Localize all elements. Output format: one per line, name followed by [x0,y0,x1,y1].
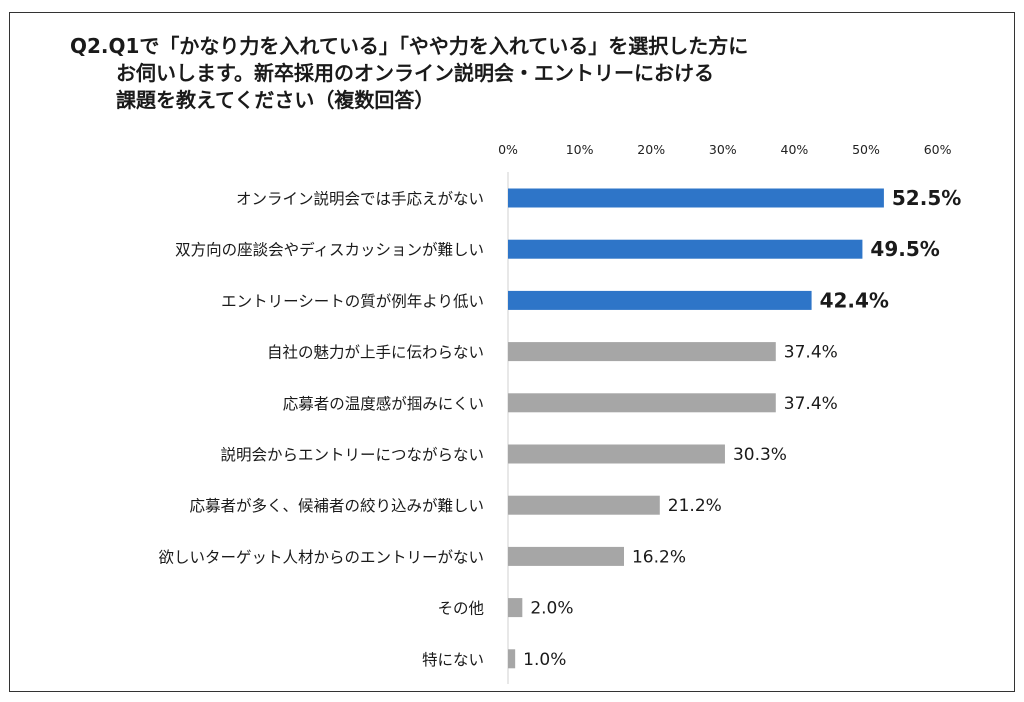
chart-title-line-3: 課題を教えてください（複数回答） [116,88,435,112]
bar [508,444,725,464]
category-label: オンライン説明会では手応えがない [236,190,484,208]
data-label: 49.5% [870,237,939,261]
category-label: 特にない [422,651,484,669]
x-tick-label: 10% [566,142,594,157]
category-label: 自社の魅力が上手に伝わらない [267,344,484,362]
category-label: 応募者が多く、候補者の絞り込みが難しい [189,497,484,515]
category-label: エントリーシートの質が例年より低い [221,292,484,310]
data-label: 42.4% [820,288,889,312]
category-label: 欲しいターゲット人材からのエントリーがない [158,548,484,566]
bar [508,290,812,310]
data-label: 52.5% [892,186,961,210]
x-tick-label: 30% [709,142,737,157]
bar [508,393,776,413]
data-label: 37.4% [784,343,838,363]
bar [508,188,884,208]
data-label: 30.3% [733,445,787,465]
bar [508,546,624,566]
bar [508,598,523,618]
bar [508,239,863,259]
data-label: 1.0% [523,650,566,670]
bar [508,495,660,515]
chart-title: Q2.Q1で「かなり力を入れている」「やや力を入れている」を選択した方に お伺い… [70,33,970,114]
data-label: 16.2% [632,547,686,567]
category-label: 双方向の座談会やディスカッションが難しい [175,240,484,259]
category-label: 応募者の温度感が掴みにくい [283,395,484,413]
x-tick-label: 60% [924,142,952,157]
x-tick-label: 50% [852,142,880,157]
chart-title-line-2: お伺いします。新卒採用のオンライン説明会・エントリーにおける [116,61,714,85]
x-tick-label: 0% [498,142,518,157]
category-label: 説明会からエントリーにつながらない [220,446,484,464]
category-label: その他 [437,600,484,618]
x-tick-label: 20% [637,142,665,157]
data-label: 37.4% [784,394,838,414]
data-label: 21.2% [668,496,722,516]
x-tick-label: 40% [781,142,809,157]
bar [508,342,776,362]
chart-title-line-1: Q2.Q1で「かなり力を入れている」「やや力を入れている」を選択した方に [70,34,749,58]
data-label: 2.0% [530,599,573,619]
bar [508,649,516,669]
